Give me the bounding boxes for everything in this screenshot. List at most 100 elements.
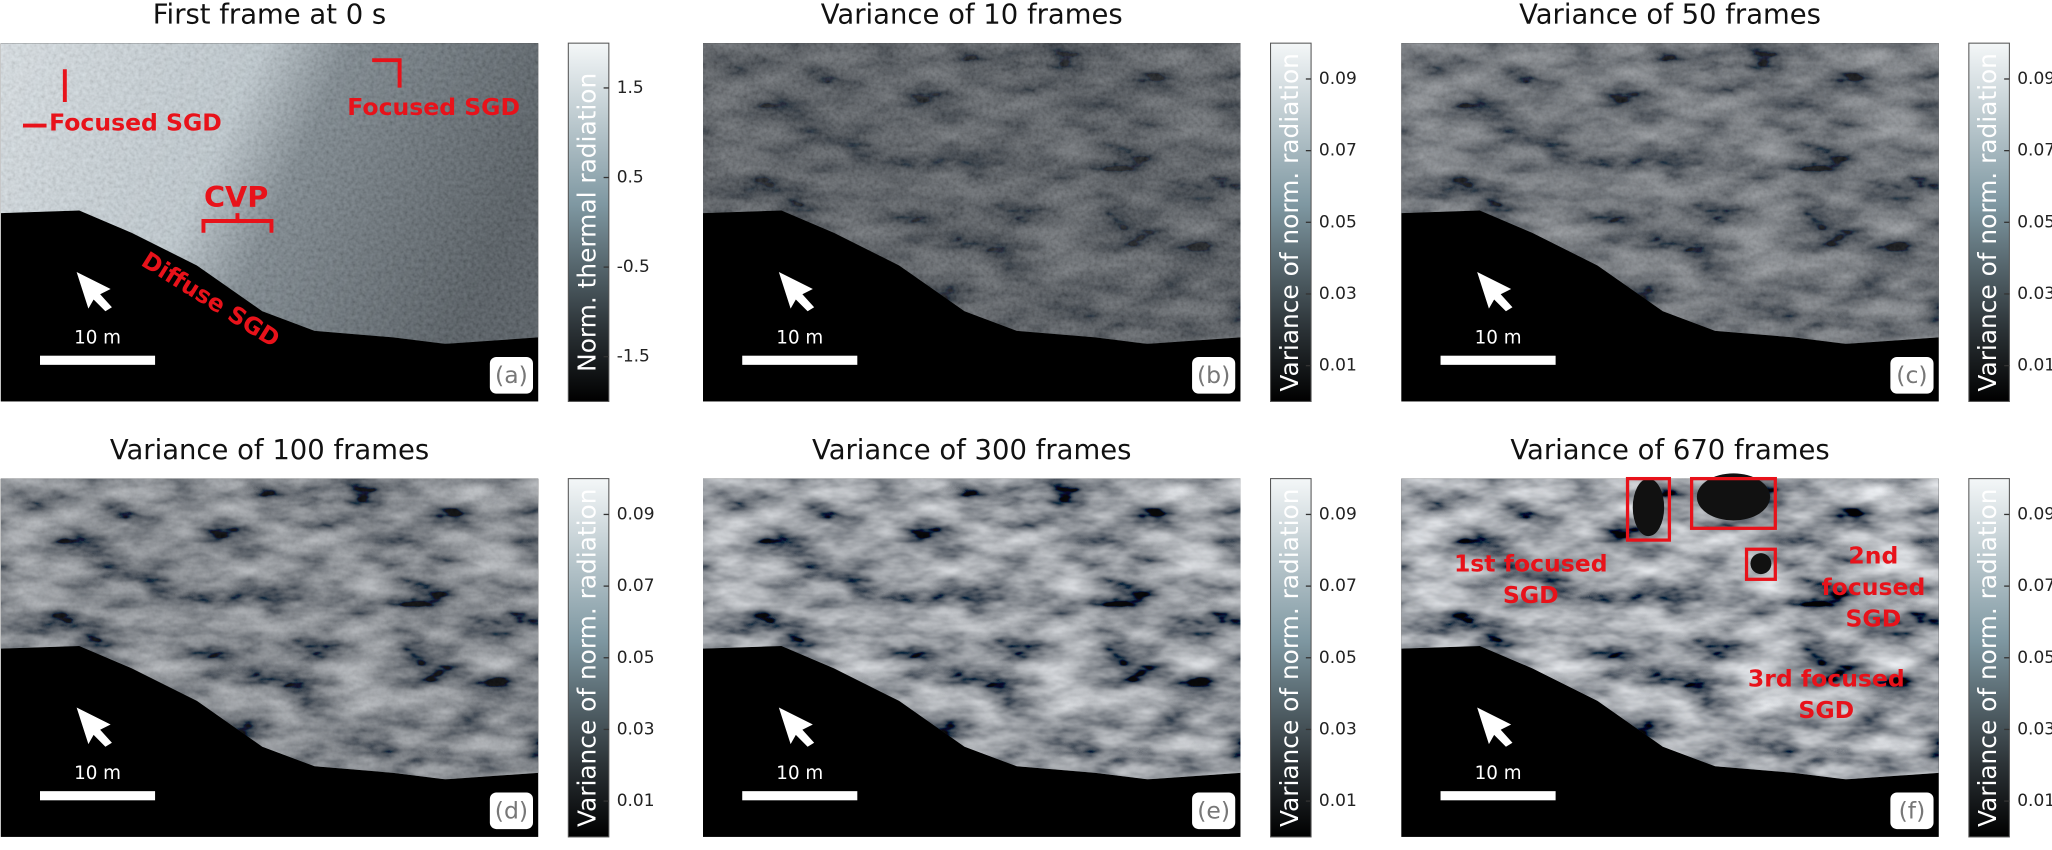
annotation: Focused SGD xyxy=(347,93,520,121)
scale-bar-label: 10 m xyxy=(1475,328,1522,349)
scale-bar xyxy=(1440,791,1556,801)
scale-bar xyxy=(40,355,156,365)
annotation: SGD xyxy=(1503,581,1559,609)
blob xyxy=(1696,473,1771,521)
colorbar-tick-label: 0.5 xyxy=(617,168,644,188)
panel-title: First frame at 0 s xyxy=(153,0,386,31)
colorbar-label: Variance of norm. radiation xyxy=(1275,53,1304,392)
colorbar xyxy=(567,478,610,838)
panel-title: Variance of 300 frames xyxy=(812,435,1131,466)
thermal-image xyxy=(0,43,539,344)
colorbar-tick-label: 0.07 xyxy=(1319,141,1357,161)
annotation: 3rd focused xyxy=(1748,665,1905,693)
colorbar-label: Variance of norm. radiation xyxy=(1973,489,2002,828)
colorbar-tick-label: 0.07 xyxy=(2017,141,2052,161)
scale-bar xyxy=(742,791,858,801)
scale-bar-label: 10 m xyxy=(776,328,823,349)
panel-title: Variance of 10 frames xyxy=(821,0,1123,31)
scale-bar xyxy=(742,355,858,365)
north-arrow xyxy=(1477,272,1513,312)
panel-label: (d) xyxy=(495,797,528,825)
panel-label: (a) xyxy=(495,361,528,389)
colorbar-tick-label: -0.5 xyxy=(617,257,650,277)
annotation: CVP xyxy=(204,180,268,214)
colorbar-tick-label: 0.05 xyxy=(1319,648,1357,668)
annotation: focused xyxy=(1821,573,1925,601)
thermal-image xyxy=(1401,478,1939,780)
scale-bar-label: 10 m xyxy=(776,763,823,784)
colorbar-tick-label: 0.07 xyxy=(1319,576,1357,596)
scale-bar xyxy=(1440,355,1556,365)
colorbar xyxy=(567,42,610,402)
colorbar-tick-label: 0.01 xyxy=(1319,791,1357,811)
colorbar-tick-label: 0.09 xyxy=(1319,69,1357,89)
colorbar-tick-label: -1.5 xyxy=(617,347,650,367)
panel-label-box xyxy=(1192,357,1236,394)
colorbar-tick-label: 1.5 xyxy=(617,78,644,98)
marker xyxy=(23,58,402,233)
panel-label-box xyxy=(1192,792,1236,830)
scale-bar-label: 10 m xyxy=(74,328,121,349)
thermal-image xyxy=(703,43,1241,344)
panel-label-box xyxy=(489,357,533,394)
colorbar-tick-label: 0.09 xyxy=(2017,69,2052,89)
colorbar xyxy=(1270,478,1312,838)
scale-bar-label: 10 m xyxy=(74,763,121,784)
annotation: 1st focused xyxy=(1454,549,1608,577)
annotation: SGD xyxy=(1798,696,1854,724)
colorbar-tick-label: 0.03 xyxy=(1319,719,1357,739)
colorbar-tick-label: 0.07 xyxy=(2017,576,2052,596)
north-arrow xyxy=(778,272,815,312)
panel: Variance of 50 frames 10 m (c) Variance of … xyxy=(1401,0,2052,402)
colorbar-tick-label: 0.01 xyxy=(1319,356,1357,376)
panel: First frame at 0 s 10 m (a) Focused SGD Focu… xyxy=(0,0,650,402)
colorbar-tick-label: 0.01 xyxy=(617,791,655,811)
highlight-box xyxy=(1625,476,1672,542)
colorbar-tick-label: 0.05 xyxy=(1319,212,1357,232)
colorbar-label: Variance of norm. radiation xyxy=(1973,53,2002,392)
colorbar-tick-label: 0.03 xyxy=(617,719,655,739)
colorbar-tick-label: 0.07 xyxy=(617,576,655,596)
annotation: 2nd xyxy=(1848,542,1898,570)
panel: Variance of 670 frames 10 m (f) 1st focused… xyxy=(1401,435,2052,838)
colorbar-tick-label: 0.01 xyxy=(2017,356,2052,376)
highlight-box xyxy=(1744,547,1777,581)
thermal-image xyxy=(0,478,539,780)
north-arrow xyxy=(778,707,815,747)
highlight-box xyxy=(1689,476,1777,530)
panel-label: (f) xyxy=(1899,797,1926,825)
colorbar-tick-label: 0.03 xyxy=(1319,284,1357,304)
colorbar xyxy=(1270,42,1312,402)
panel-label-box xyxy=(489,792,533,830)
panel-label-box xyxy=(1890,792,1934,830)
north-arrow xyxy=(76,272,112,312)
north-arrow xyxy=(1477,707,1513,747)
colorbar-tick-label: 0.09 xyxy=(1319,504,1357,524)
panel-label: (b) xyxy=(1197,361,1230,389)
annotation: Focused SGD xyxy=(49,109,222,137)
blob xyxy=(1632,478,1665,537)
blob xyxy=(1750,553,1772,575)
scale-bar-label: 10 m xyxy=(1475,763,1522,784)
panel-title: Variance of 100 frames xyxy=(110,435,429,466)
panel-label: (c) xyxy=(1896,361,1927,389)
panel-label: (e) xyxy=(1197,797,1230,825)
panel: Variance of 300 frames 10 m (e) Variance of… xyxy=(703,435,1357,838)
annotation: SGD xyxy=(1846,604,1902,632)
colorbar-tick-label: 0.05 xyxy=(2017,648,2052,668)
colorbar-tick-label: 0.03 xyxy=(2017,284,2052,304)
colorbar-label: Norm. thermal radiation xyxy=(573,73,602,372)
colorbar-tick-label: 0.09 xyxy=(2017,504,2052,524)
colorbar-tick-label: 0.09 xyxy=(617,504,655,524)
colorbar-label: Variance of norm. radiation xyxy=(573,489,602,828)
colorbar-tick-label: 0.01 xyxy=(2017,791,2052,811)
colorbar-label: Variance of norm. radiation xyxy=(1275,489,1304,828)
colorbar xyxy=(1968,478,2010,838)
north-arrow xyxy=(76,707,112,747)
colorbar xyxy=(1968,42,2010,402)
colorbar-tick-label: 0.05 xyxy=(2017,212,2052,232)
colorbar-tick-label: 0.05 xyxy=(617,648,655,668)
panel: Variance of 100 frames 10 m (d) Variance of… xyxy=(0,435,655,838)
